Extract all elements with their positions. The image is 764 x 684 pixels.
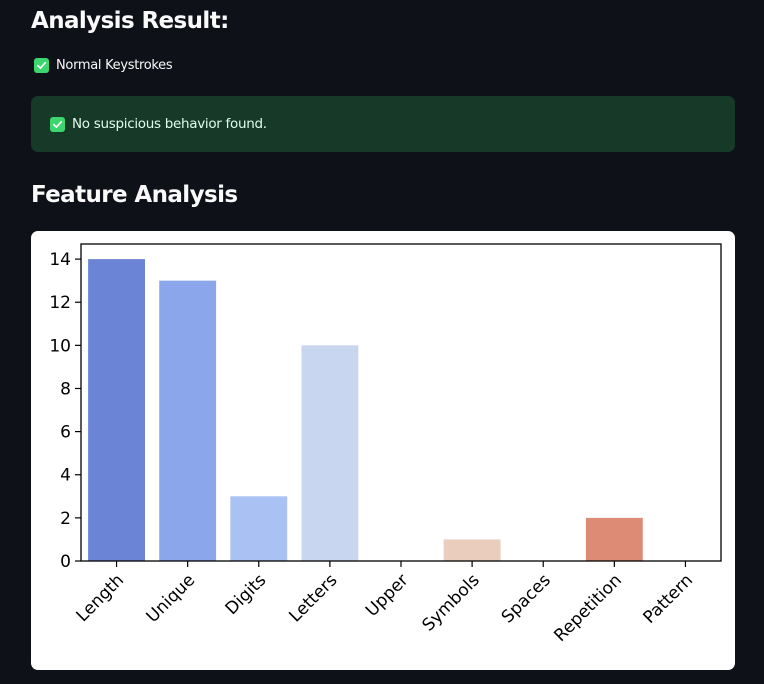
- x-tick-label-pattern: Pattern: [640, 570, 697, 627]
- feature-analysis-heading: Feature Analysis: [31, 182, 238, 208]
- y-tick-label: 8: [60, 379, 71, 399]
- y-tick-label: 6: [60, 423, 71, 443]
- x-tick-label-letters: Letters: [285, 570, 341, 626]
- bar-digits: [230, 496, 288, 561]
- bars-group: [88, 259, 643, 561]
- y-tick-label: 2: [60, 509, 71, 529]
- success-alert: No suspicious behavior found.: [31, 96, 735, 152]
- y-tick-label: 0: [60, 552, 71, 572]
- x-tick-label-symbols: Symbols: [418, 570, 483, 635]
- feature-bar-chart: 0 2 4 6 8 10 12 14 Length Unique Digits Letters Uppe…: [49, 243, 722, 646]
- x-tick-label-digits: Digits: [222, 570, 271, 619]
- x-tick-label-upper: Upper: [362, 570, 413, 621]
- bar-length: [88, 259, 145, 561]
- alert-message: No suspicious behavior found.: [72, 116, 267, 132]
- x-tick-label-repetition: Repetition: [550, 570, 625, 645]
- feature-chart-card: 0 2 4 6 8 10 12 14 Length Unique Digits Letters Uppe…: [31, 231, 735, 670]
- y-tick-label: 14: [49, 250, 71, 270]
- bar-symbols: [443, 539, 501, 561]
- bar-unique: [159, 280, 217, 561]
- status-line: Normal Keystrokes: [34, 58, 173, 73]
- y-tick-label: 12: [49, 293, 71, 313]
- bar-letters: [301, 345, 359, 561]
- axes-group: 0 2 4 6 8 10 12 14 Length Unique Digits Letters Uppe…: [49, 243, 722, 646]
- y-tick-label: 4: [60, 466, 71, 486]
- x-tick-label-length: Length: [72, 570, 128, 626]
- analysis-result-heading: Analysis Result:: [31, 8, 229, 34]
- x-tick-label-unique: Unique: [143, 570, 200, 627]
- bar-repetition: [585, 517, 643, 561]
- status-label: Normal Keystrokes: [56, 58, 173, 73]
- y-tick-label: 10: [49, 336, 71, 356]
- check-mark-icon: [50, 116, 65, 132]
- x-tick-label-spaces: Spaces: [498, 570, 555, 627]
- check-mark-icon: [34, 58, 49, 73]
